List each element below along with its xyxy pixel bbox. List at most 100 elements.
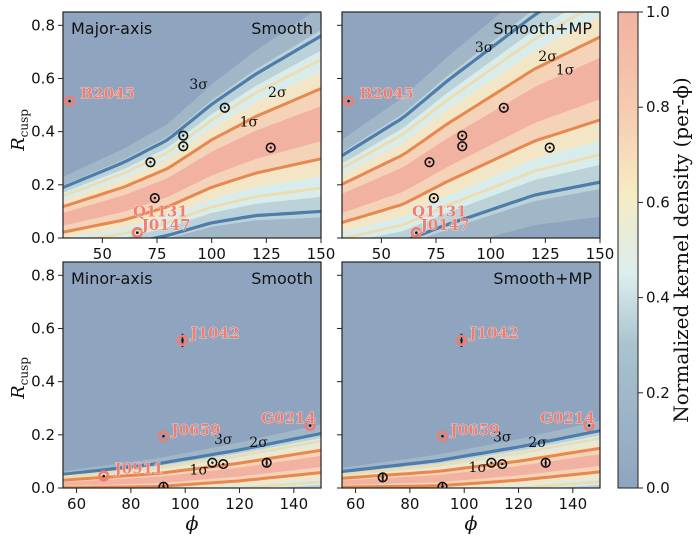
x-tick-label: 100: [171, 495, 200, 513]
outlier-point: [583, 419, 595, 432]
x-axis-title-left: ϕ: [186, 513, 199, 535]
x-tick-label: 120: [504, 495, 533, 513]
y-axis-title-bottom: Rcusp: [8, 357, 31, 400]
colorbar-tick-label: 0.6: [646, 193, 670, 211]
outlier-point-center: [415, 231, 418, 234]
x-tick-label: 140: [280, 495, 309, 513]
outlier-point-center: [162, 434, 165, 438]
observed-point: [149, 193, 160, 204]
x-tick-label: 150: [307, 245, 336, 263]
observed-point: [207, 457, 218, 468]
y-tick-label: 0.2: [31, 176, 55, 194]
outlier-point: [455, 334, 468, 347]
outlier-point: [410, 227, 422, 238]
contour-3sigma-upper: [63, 34, 321, 189]
observed-point: [498, 102, 509, 113]
density-layer-5: [63, 455, 321, 486]
panel-label-right: Smooth+MP: [493, 269, 592, 288]
y-tick-label: 0.4: [31, 123, 55, 141]
outlier-point: [436, 430, 449, 442]
contour-label: 1σ: [556, 62, 575, 78]
outlier-point-center: [587, 424, 591, 427]
observed-point-center: [490, 461, 493, 464]
x-tick-label: 60: [67, 495, 86, 513]
contour-label: 2σ: [528, 435, 547, 451]
x-tick-label: 75: [426, 245, 445, 263]
outlier-label: J1042: [189, 324, 240, 342]
contour-2sigma-lower: [85, 186, 321, 238]
observed-point: [486, 457, 497, 468]
x-tick-label: 140: [559, 495, 588, 513]
x-tick-label: 60: [346, 495, 365, 513]
x-tick-label: 50: [372, 245, 391, 263]
observed-point-center: [222, 462, 225, 466]
panel-label-right: Smooth: [251, 19, 313, 38]
contour-2sigma-lower: [490, 480, 600, 488]
outlier-label: Q1131: [412, 203, 467, 221]
contour-1sigma-lower: [63, 157, 321, 234]
panel-label-left: Minor-axis: [71, 269, 153, 288]
contour-label: 3σ: [189, 77, 208, 93]
panel-frame: [62, 11, 322, 239]
observed-point: [544, 142, 555, 153]
observed-point: [145, 157, 156, 168]
observed-point: [437, 481, 448, 488]
contour-1sigma-upper: [342, 446, 600, 480]
observed-point: [377, 472, 388, 483]
observed-point: [424, 157, 435, 168]
y-tick-label: 0.2: [31, 426, 55, 444]
contour-2sigma-lower: [215, 480, 321, 488]
observed-point: [158, 481, 169, 488]
observed-point: [457, 141, 468, 152]
y-tick-label: 0.4: [31, 373, 55, 391]
panel-minor-smooth: 3σ 2σ 1σ Minor-axis Smooth J1042 J0659 G0214…: [31, 261, 322, 513]
outlier-label: J0147: [419, 216, 470, 234]
x-tick-label: 80: [400, 495, 419, 513]
observed-point-center: [182, 134, 185, 137]
observed-point-center: [223, 106, 226, 109]
outlier-point: [157, 430, 170, 442]
outlier-label: J1042: [468, 324, 519, 342]
panel-minor-smooth-mp: 3σ 2σ 1σ Smooth+MP J1042 J0659 G0214 60 80 100 1…: [337, 261, 601, 513]
outlier-point-center: [136, 231, 139, 234]
panel-frame: [62, 261, 322, 489]
x-axis-title-right: ϕ: [465, 513, 478, 535]
observed-point-center: [182, 145, 185, 148]
colorbar: 0.0 0.2 0.4 0.6 0.8 1.0 Normalized kernel den…: [617, 3, 693, 497]
observed-point: [178, 130, 189, 141]
outlier-label: Q1131: [133, 203, 188, 221]
observed-point-center: [153, 196, 157, 200]
observed-point-center: [461, 134, 464, 137]
panel-label-left: Major-axis: [71, 19, 152, 38]
x-tick-label: 125: [531, 245, 560, 263]
colorbar-tick-label: 0.2: [646, 384, 670, 402]
y-tick-label: 0.8: [31, 16, 55, 34]
contour-label: 1σ: [240, 114, 259, 130]
outlier-label: B2045: [359, 84, 413, 102]
outlier-label: G0214: [540, 409, 595, 427]
contour-1sigma-upper: [342, 35, 600, 186]
contour-2sigma-upper: [342, 437, 600, 476]
contour-label: 3σ: [493, 429, 512, 445]
observed-point-center: [432, 196, 436, 200]
observed-point: [178, 141, 189, 152]
observed-point: [428, 193, 439, 204]
contour-1sigma-lower: [63, 471, 321, 488]
colorbar-tick-label: 1.0: [646, 3, 670, 21]
contour-3sigma-lower: [407, 180, 600, 238]
x-tick-label: 50: [93, 245, 112, 263]
x-tick-label: 80: [121, 495, 140, 513]
contour-1sigma-upper: [63, 87, 321, 209]
outlier-point: [131, 227, 143, 238]
contour-label: 3σ: [475, 40, 494, 56]
observed-point-center: [428, 161, 431, 164]
contour-1sigma-lower: [342, 118, 600, 225]
density-layer-5: [342, 454, 600, 485]
panel-label-right: Smooth+MP: [493, 19, 592, 38]
outlier-point: [176, 334, 189, 347]
observed-point-center: [265, 461, 268, 464]
y-tick-label: 0.0: [31, 479, 55, 497]
x-tick-label: 100: [450, 495, 479, 513]
